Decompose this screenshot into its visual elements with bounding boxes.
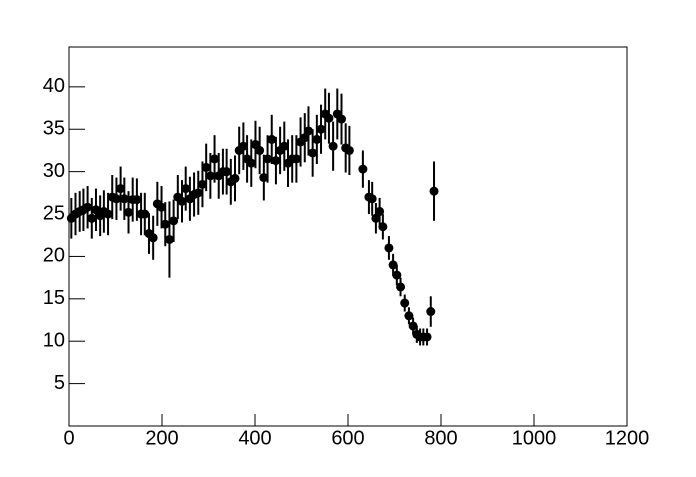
data-point xyxy=(140,209,150,219)
y-tick-label: 30 xyxy=(43,160,65,182)
x-tick-label: 800 xyxy=(424,427,457,449)
data-point xyxy=(238,141,248,151)
data-point xyxy=(181,184,191,194)
data-point xyxy=(164,234,174,244)
data-point xyxy=(316,124,326,134)
data-point xyxy=(157,202,167,212)
y-tick-label: 15 xyxy=(43,287,65,309)
data-point xyxy=(358,164,368,174)
y-tick-label: 40 xyxy=(43,75,65,97)
data-point xyxy=(422,332,432,342)
data-point xyxy=(291,154,301,164)
data-point xyxy=(367,194,377,204)
x-tick-label: 1000 xyxy=(512,427,557,449)
data-point xyxy=(378,222,388,232)
data-point xyxy=(116,184,126,194)
data-point xyxy=(404,311,414,321)
data-point xyxy=(177,196,187,206)
data-point xyxy=(201,162,211,172)
data-point xyxy=(148,233,158,243)
x-tick-label: 400 xyxy=(238,427,271,449)
data-point xyxy=(259,173,269,183)
data-point xyxy=(388,260,398,270)
data-point xyxy=(197,179,207,189)
data-point xyxy=(426,307,436,317)
data-point xyxy=(111,194,121,204)
data-point xyxy=(371,213,381,223)
data-point xyxy=(375,206,385,216)
y-tick-label: 5 xyxy=(54,372,65,394)
data-point xyxy=(396,282,406,292)
data-point xyxy=(263,154,273,164)
data-point xyxy=(300,133,310,143)
x-tick-label: 200 xyxy=(145,427,178,449)
y-tick-label: 35 xyxy=(43,118,65,140)
data-point xyxy=(328,141,338,151)
data-point xyxy=(429,186,439,196)
x-tick-label: 1200 xyxy=(605,427,650,449)
data-point xyxy=(132,195,142,205)
data-point xyxy=(222,167,232,177)
data-point xyxy=(205,171,215,181)
data-point xyxy=(267,134,277,144)
x-tick-label: 0 xyxy=(63,427,74,449)
y-tick-label: 20 xyxy=(43,245,65,267)
data-point xyxy=(246,158,256,168)
data-point xyxy=(255,145,265,155)
data-point xyxy=(230,173,240,183)
data-point xyxy=(210,154,220,164)
data-point xyxy=(160,219,170,229)
data-point xyxy=(308,148,318,158)
data-point xyxy=(124,207,134,217)
data-point xyxy=(384,243,394,253)
data-point xyxy=(344,145,354,155)
data-point xyxy=(312,134,322,144)
y-tick-label: 25 xyxy=(43,202,65,224)
data-point xyxy=(392,270,402,280)
data-point xyxy=(324,113,334,123)
data-point xyxy=(87,213,97,223)
x-tick-label: 600 xyxy=(331,427,364,449)
data-point xyxy=(400,298,410,308)
data-point xyxy=(193,188,203,198)
data-point xyxy=(408,321,418,331)
data-point xyxy=(103,209,113,219)
data-point xyxy=(83,202,93,212)
data-point xyxy=(119,194,129,204)
y-tick-label: 10 xyxy=(43,329,65,351)
data-point xyxy=(336,114,346,124)
data-point xyxy=(271,156,281,166)
data-point xyxy=(169,216,179,226)
data-point xyxy=(279,141,289,151)
data-point xyxy=(303,126,313,136)
